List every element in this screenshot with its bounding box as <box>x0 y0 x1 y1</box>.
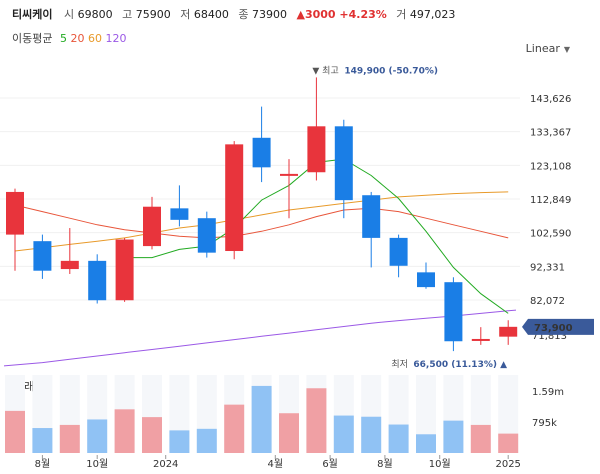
x-tick-label: 6월 <box>322 458 338 470</box>
y-tick-label: 123,108 <box>530 161 571 172</box>
candle-body <box>252 137 271 168</box>
hidden-y-tick-label: 71,813 <box>532 331 567 342</box>
volume-bar <box>5 410 25 453</box>
open-value: 69800 <box>77 8 113 21</box>
x-tick-label: 8월 <box>377 458 393 470</box>
candle-body <box>197 218 216 253</box>
volume-bar <box>279 413 299 453</box>
stock-quote-header: 티씨케이 시 69800 고 75900 저 68400 종 73900 ▲30… <box>12 6 461 22</box>
volume-bar <box>251 385 272 453</box>
moving-average-legend[interactable]: 이동평균 5 20 60 120 <box>12 30 126 46</box>
chevron-down-icon: ▼ <box>563 45 570 54</box>
low-label: 저 <box>180 8 191 21</box>
min-annotation-value: 66,500 (11.13%) ▲ <box>413 360 507 370</box>
candle-body <box>362 195 381 238</box>
candle-body <box>417 272 435 288</box>
candle-body <box>389 237 408 266</box>
candle-body <box>334 126 353 201</box>
x-tick-label: 10월 <box>429 458 451 470</box>
candle-body <box>499 326 518 337</box>
candle-body <box>115 239 134 301</box>
candle-body <box>33 241 52 271</box>
max-annotation-value: 149,900 (-50.70%) <box>344 66 438 76</box>
volume-column-bg <box>498 375 519 453</box>
volume-bar <box>87 419 108 453</box>
ma-5-label: 5 <box>59 32 67 45</box>
ma-120-label: 120 <box>105 32 127 45</box>
candle-body <box>307 126 326 173</box>
volume-bar <box>169 430 190 453</box>
scale-mode-label: Linear <box>525 42 560 55</box>
volume-tick-label: 1.59m <box>532 387 564 398</box>
volume-bar <box>470 424 491 453</box>
current-price-label: 73,900 <box>534 323 573 334</box>
current-price-tag <box>522 318 594 335</box>
min-annotation-prefix: 최저 <box>391 359 408 370</box>
y-tick-label: 102,590 <box>530 229 571 240</box>
x-tick-label: 8월 <box>35 458 51 470</box>
close-label: 종 <box>238 8 249 21</box>
volume-bar <box>306 388 327 453</box>
moving-average-title: 이동평균 <box>12 32 53 45</box>
volume-column-bg <box>416 375 436 453</box>
x-tick-label: 10월 <box>86 458 108 470</box>
high-value: 75900 <box>135 8 171 21</box>
close-value: 73900 <box>251 8 287 21</box>
candle-body <box>143 206 161 247</box>
candle-body <box>280 173 298 176</box>
volume-bar <box>416 434 436 453</box>
candle-body <box>60 260 79 270</box>
x-tick-label: 2024 <box>153 459 178 470</box>
volume-value: 497,023 <box>409 8 456 21</box>
candle-body <box>225 144 244 252</box>
scale-mode-dropdown[interactable]: Linear ▼ <box>526 42 570 55</box>
volume-bar <box>224 404 245 453</box>
price-change: ▲3000 +4.23% <box>296 8 387 21</box>
volume-bar <box>196 428 217 453</box>
ma-20-label: 20 <box>70 32 85 45</box>
ma120-line <box>3 309 517 367</box>
y-tick-label: 82,072 <box>530 296 565 307</box>
stock-name: 티씨케이 <box>12 8 53 21</box>
candle-body <box>88 260 107 301</box>
volume-bar <box>361 416 382 453</box>
low-value: 68400 <box>193 8 229 21</box>
ma-60-label: 60 <box>87 32 102 45</box>
volume-bar <box>142 417 162 453</box>
y-tick-label: 112,849 <box>530 195 571 206</box>
volume-bar <box>32 428 53 453</box>
y-tick-label: 92,331 <box>530 262 565 273</box>
volume-tick-label: 795k <box>532 418 557 429</box>
open-label: 시 <box>63 8 75 21</box>
volume-bar <box>388 424 409 453</box>
y-tick-label: 143,626 <box>530 94 571 105</box>
volume-bar <box>114 409 135 453</box>
candle-body <box>444 282 463 342</box>
candle-body <box>471 338 490 341</box>
volume-bar <box>498 433 519 453</box>
ma60-line <box>14 191 509 252</box>
x-tick-label: 4월 <box>268 458 284 470</box>
ma20-line <box>14 204 509 239</box>
volume-bar <box>443 420 464 453</box>
candle-body <box>170 208 189 220</box>
volume-bar <box>59 424 80 453</box>
volume-bar <box>333 415 354 453</box>
candle-body <box>6 191 24 235</box>
volume-label: 거 <box>396 8 407 21</box>
max-annotation-prefix: ▼ 최고 <box>312 65 338 76</box>
x-tick-label: 2025 <box>495 459 520 470</box>
y-tick-label: 133,367 <box>530 128 571 139</box>
high-label: 고 <box>122 8 133 21</box>
